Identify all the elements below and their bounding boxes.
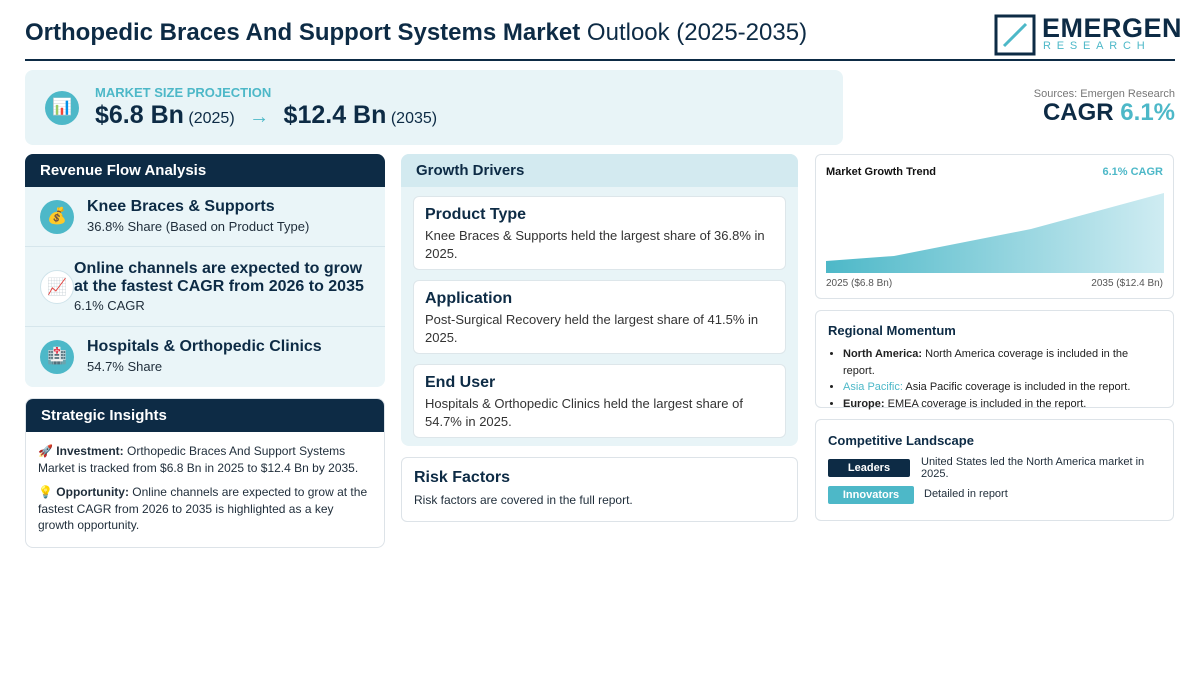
risk-title: Risk Factors — [414, 469, 511, 486]
driver-title: Product Type — [425, 206, 527, 223]
cagr-value: 6.1% — [1120, 99, 1175, 126]
risk-text: Risk factors are covered in the full rep… — [414, 493, 633, 507]
end-year: (2035) — [390, 110, 438, 127]
item-detail: 36.8% Share (Based on Product Type) — [87, 219, 310, 234]
trend-area — [826, 193, 1164, 273]
logo-sub: RESEARCH — [1043, 40, 1151, 52]
trend-start: 2025 ($6.8 Bn) — [826, 278, 893, 289]
logo-mark — [994, 14, 1036, 56]
region-name: Europe: — [843, 397, 885, 410]
item-icon: 🏥 — [40, 340, 74, 374]
region-item: Asia Pacific: Asia Pacific coverage is i… — [843, 379, 1161, 396]
title-rest: Outlook (2025-2035) — [586, 19, 808, 46]
insights-panel: Strategic Insights 🚀 Investment: Orthope… — [25, 398, 385, 548]
region-name: Asia Pacific: — [843, 381, 903, 393]
insight-label: Opportunity: — [56, 485, 129, 499]
revenue-item: 💰 Knee Braces & Supports 36.8% Share (Ba… — [25, 187, 385, 247]
regional-panel: Regional Momentum North America: North A… — [815, 310, 1174, 410]
item-icon: 📈 — [40, 270, 74, 304]
start-value: $6.8 Bn — [95, 101, 184, 129]
region-text: North America coverage is included in th… — [843, 348, 1129, 377]
insight-icon: 🚀 — [38, 444, 53, 458]
driver-title: End User — [425, 374, 496, 391]
insight-text: Online channels are expected to grow at … — [38, 485, 368, 532]
insight: 🚀 Investment: Orthopedic Braces And Supp… — [38, 443, 372, 476]
driver-text: Knee Braces & Supports held the largest … — [425, 228, 765, 261]
projection-label: MARKET SIZE PROJECTION — [95, 85, 272, 100]
title-bold: Orthopedic Braces And Support Systems Ma… — [25, 19, 581, 46]
revenue-flow-title: Revenue Flow Analysis — [25, 154, 385, 187]
item-detail: 54.7% Share — [87, 359, 163, 374]
cagr-label: CAGR — [1042, 99, 1114, 126]
header-rule — [25, 59, 1175, 61]
tag: Innovators — [828, 486, 914, 504]
item-title: Online channels are expected to grow at … — [74, 260, 364, 295]
region-name: North America: — [843, 348, 923, 360]
item-icon: 💰 — [40, 200, 74, 234]
revenue-flow-panel: Revenue Flow Analysis 💰 Knee Braces & Su… — [25, 154, 385, 387]
competitive-panel: Competitive Landscape Leaders United Sta… — [815, 419, 1174, 521]
item-title: Hospitals & Orthopedic Clinics — [87, 338, 322, 355]
source: Sources: Emergen Research — [1033, 88, 1175, 100]
projection-icon: 📊 — [45, 91, 79, 125]
competitive-title: Competitive Landscape — [828, 433, 974, 448]
driver-card: Product Type Knee Braces & Supports held … — [413, 196, 786, 270]
projection-values: $6.8 Bn (2025) → $12.4 Bn (2035) — [95, 101, 437, 130]
drivers-title: Growth Drivers — [401, 154, 798, 187]
projection-box: 📊 MARKET SIZE PROJECTION $6.8 Bn (2025) … — [25, 70, 843, 145]
start-year: (2025) — [188, 110, 235, 127]
trend-title: Market Growth Trend — [826, 166, 937, 178]
drivers-panel: Growth Drivers Product Type Knee Braces &… — [401, 154, 798, 446]
trend-badge: 6.1% CAGR — [1102, 166, 1163, 178]
insights-title: Strategic Insights — [26, 399, 384, 432]
insight: 💡 Opportunity: Online channels are expec… — [38, 484, 372, 534]
cagr: CAGR 6.1% — [1043, 99, 1175, 127]
tag-text: Detailed in report — [924, 488, 1008, 500]
tag-text: United States led the North America mark… — [921, 456, 1145, 480]
revenue-item: 🏥 Hospitals & Orthopedic Clinics 54.7% S… — [25, 328, 385, 387]
regional-title: Regional Momentum — [828, 323, 956, 338]
region-text: EMEA coverage is included in the report. — [887, 397, 1087, 410]
insight-label: Investment: — [56, 444, 124, 458]
insight-text: Orthopedic Braces And Support Systems Ma… — [38, 444, 359, 475]
revenue-item: 📈 Online channels are expected to grow a… — [25, 248, 385, 327]
region-item: North America: North America coverage is… — [843, 346, 1161, 379]
title: Orthopedic Braces And Support Systems Ma… — [25, 19, 807, 47]
regional-list: North America: North America coverage is… — [828, 346, 1161, 412]
arrow: → — [249, 106, 270, 128]
logo-main: EMERGEN — [1042, 13, 1183, 43]
driver-title: Application — [425, 290, 513, 307]
trend-panel: Market Growth Trend 6.1% CAGR 2025 ($6.8… — [815, 154, 1174, 299]
risk-panel: Risk Factors Risk factors are covered in… — [401, 457, 798, 522]
end-value: $12.4 Bn — [283, 101, 387, 129]
insight-icon: 💡 — [38, 485, 53, 499]
driver-text: Hospitals & Orthopedic Clinics held the … — [425, 396, 743, 429]
region-text: Asia Pacific coverage is included in the… — [905, 381, 1131, 393]
driver-card: End User Hospitals & Orthopedic Clinics h… — [413, 364, 786, 438]
trend-end: 2035 ($12.4 Bn) — [1091, 278, 1163, 289]
item-title: Knee Braces & Supports — [87, 198, 275, 215]
driver-card: Application Post-Surgical Recovery held t… — [413, 280, 786, 354]
region-item: Europe: EMEA coverage is included in the… — [843, 396, 1161, 413]
driver-text: Post-Surgical Recovery held the largest … — [425, 312, 759, 345]
tag: Leaders — [828, 459, 910, 477]
item-detail: 6.1% CAGR — [74, 298, 145, 313]
